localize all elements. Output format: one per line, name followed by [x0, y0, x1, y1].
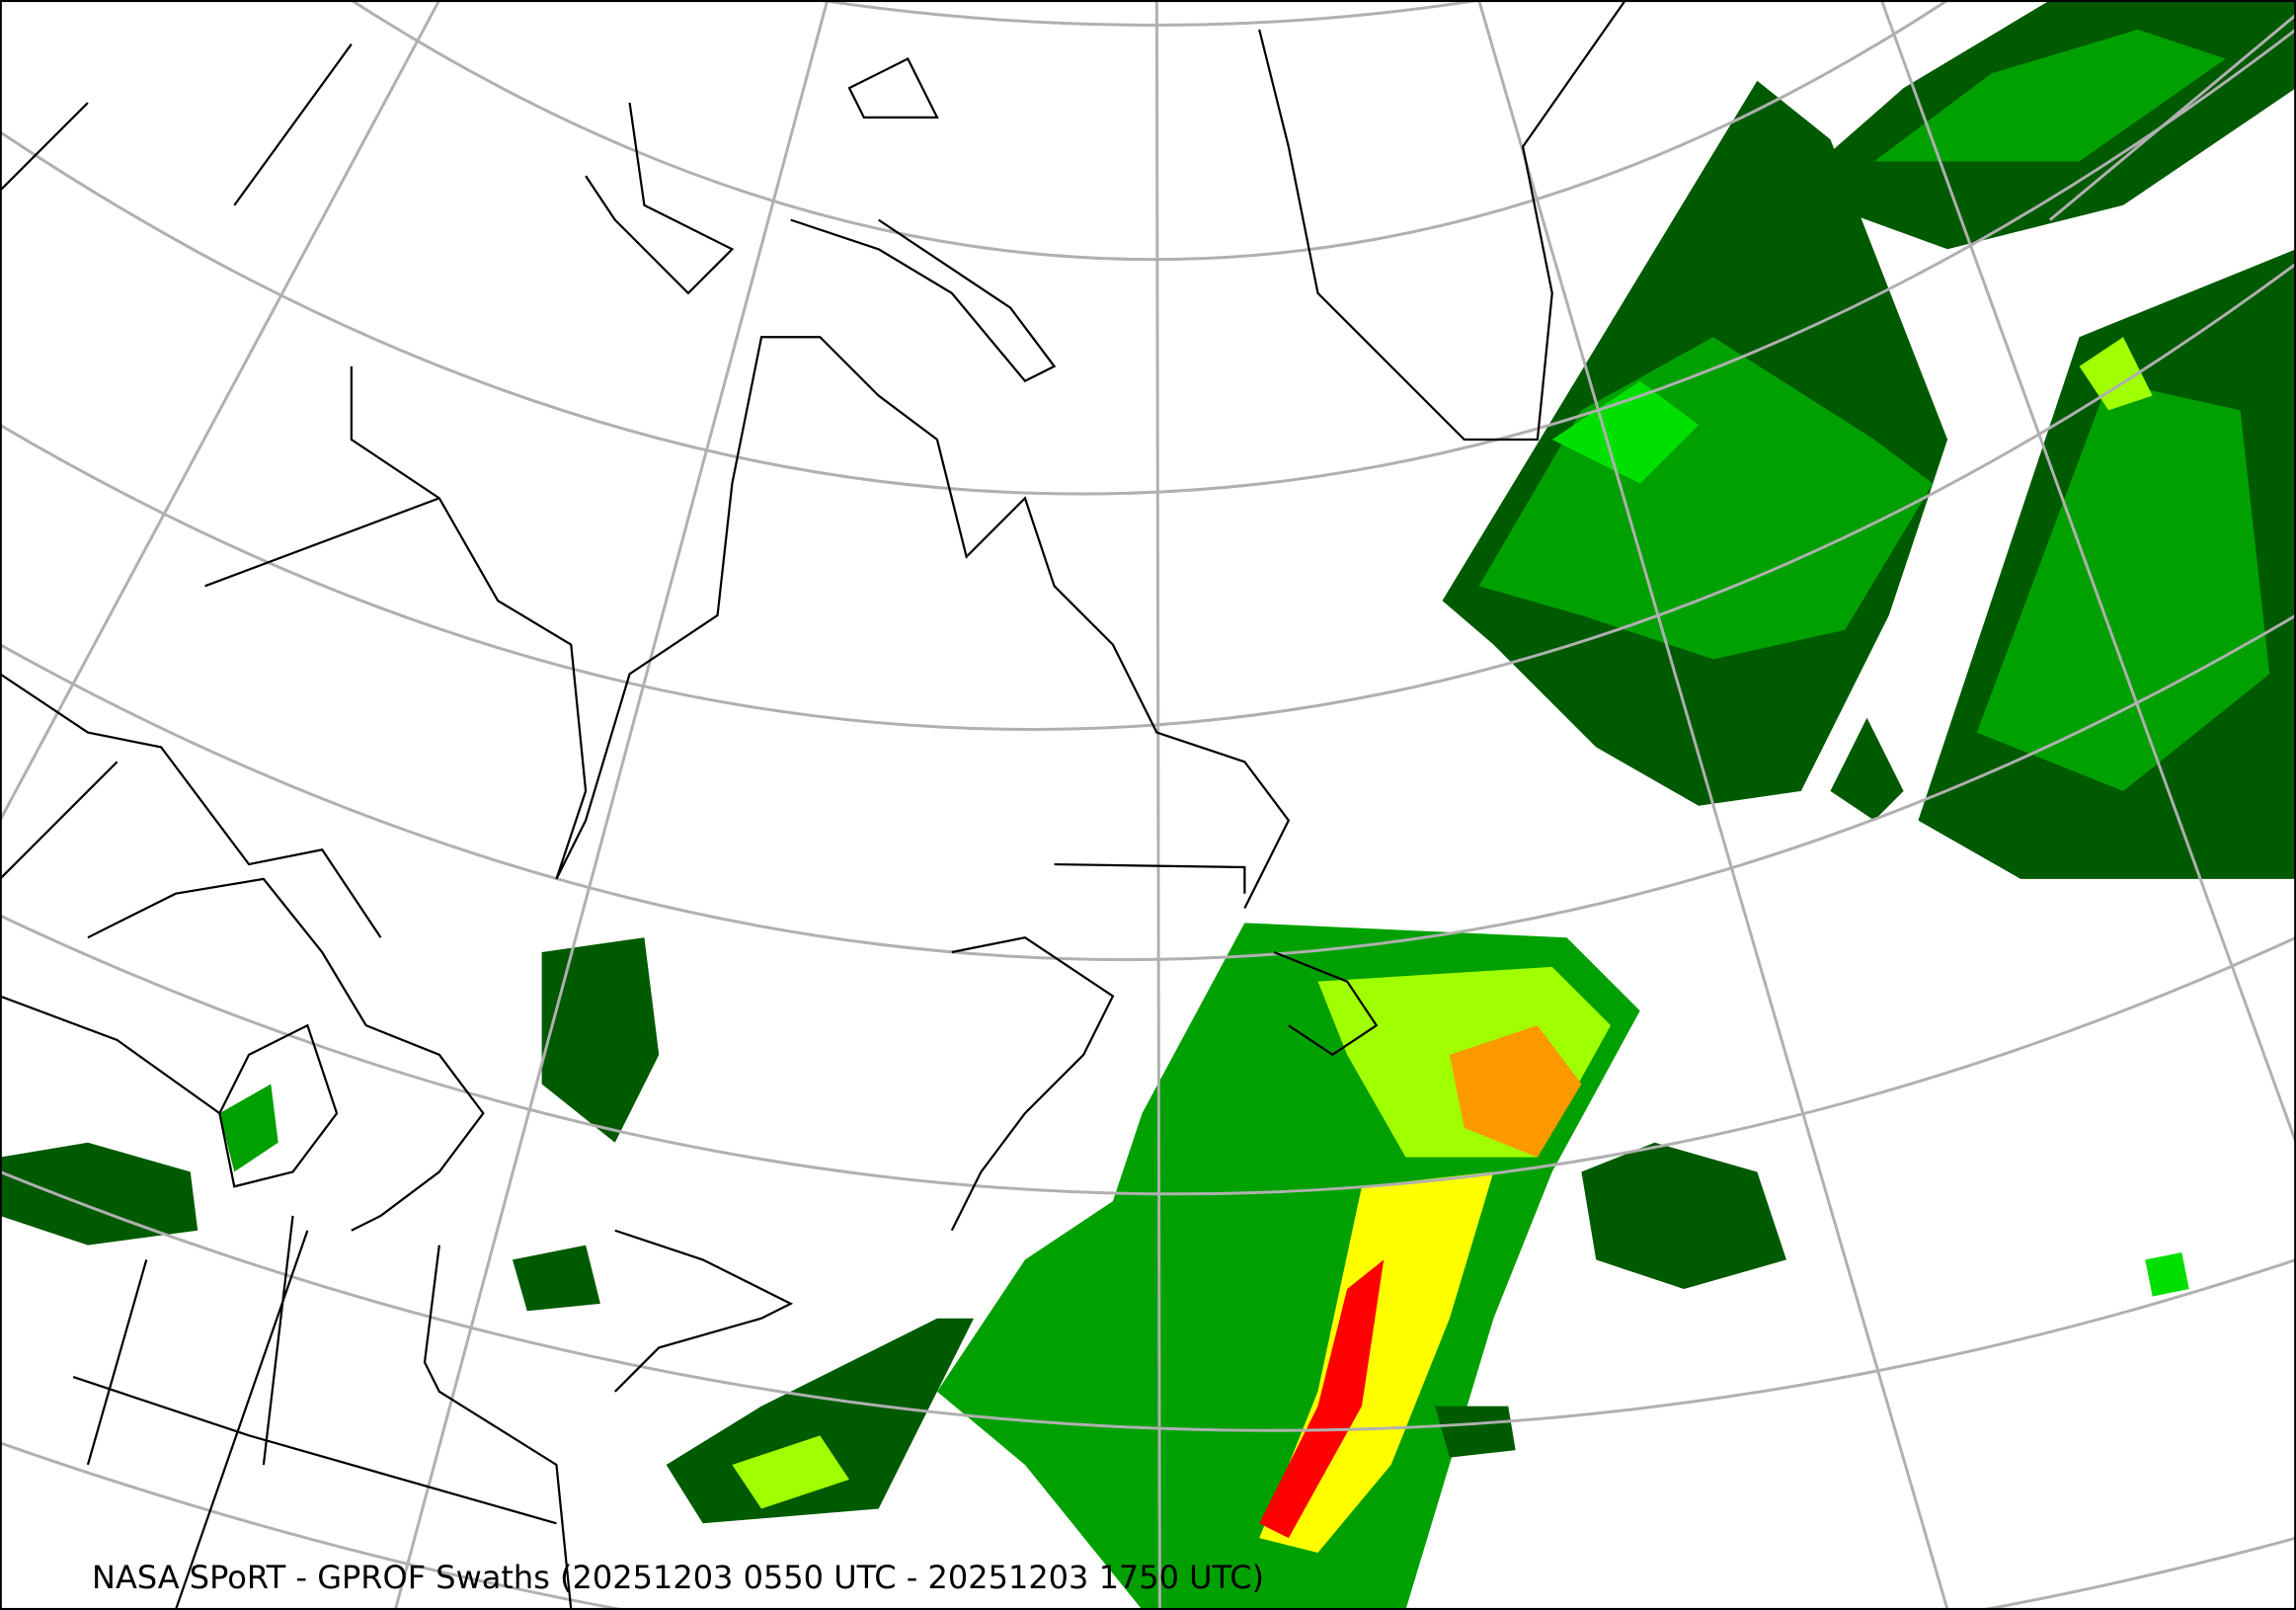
coastline — [1258, 0, 1626, 442]
precip-area — [0, 1142, 198, 1246]
precip-area — [1581, 1142, 1786, 1290]
coastline — [0, 995, 221, 1115]
precip-area — [732, 1435, 850, 1509]
precip-area — [2079, 337, 2153, 411]
precip-area — [666, 1318, 975, 1524]
coastline — [0, 673, 382, 938]
parallel-line — [0, 262, 2296, 731]
parallel-line — [0, 28, 2296, 496]
precip-area — [512, 1245, 600, 1312]
parallel-line — [0, 1170, 2296, 1432]
precip-area — [1551, 380, 1700, 484]
coastline — [87, 877, 485, 1232]
precip-area — [1259, 1259, 1385, 1539]
precip-area — [1830, 717, 1904, 821]
precip-area — [2145, 1251, 2189, 1297]
precip-area — [219, 1084, 278, 1172]
parallel-line — [0, 1441, 2296, 1610]
coastline — [350, 336, 1291, 910]
meridian-line — [0, 0, 441, 822]
coastline — [1273, 950, 1379, 1057]
precip-area — [1873, 29, 2226, 162]
precip-area — [541, 937, 660, 1143]
coastlines-borders — [0, 0, 1626, 1610]
meridian-line — [1154, 0, 1161, 1610]
coastline — [0, 761, 573, 1610]
meridian-line — [1477, 0, 1949, 1610]
precip-area — [1449, 1025, 1582, 1158]
coastline — [613, 1229, 794, 1393]
coastline — [218, 1023, 339, 1188]
meridian-line — [1879, 0, 2296, 1144]
meridian-line — [393, 0, 830, 1610]
coastline — [1054, 862, 1246, 894]
coastline — [790, 218, 1057, 383]
coastline — [950, 936, 1115, 1232]
meridian-line — [2048, 13, 2296, 221]
parallel-line — [0, 613, 2296, 962]
coastline — [847, 57, 939, 119]
coastline — [585, 102, 735, 295]
coastline — [86, 1215, 309, 1610]
parallel-line — [820, 0, 1479, 27]
precip-area — [1976, 380, 2270, 791]
parallel-line — [0, 914, 2296, 1196]
precip-area — [1435, 1406, 1516, 1458]
coastline — [72, 1375, 557, 1525]
coastline — [0, 43, 440, 588]
map-title: NASA SPoRT - GPROF Swaths (20251203 0550… — [92, 1559, 1265, 1596]
parallel-line — [351, 0, 1948, 262]
